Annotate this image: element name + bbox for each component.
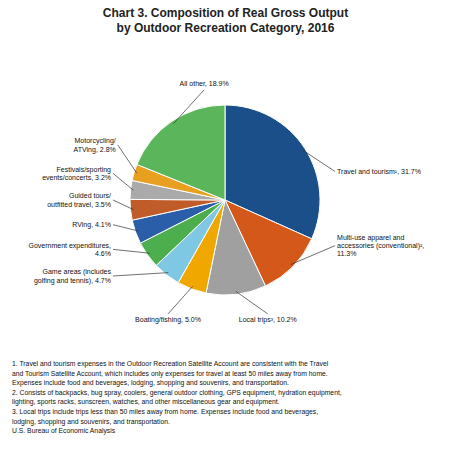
leader-line (168, 286, 193, 314)
slice-label: Travel and tourism¹, 31.7% (337, 168, 421, 175)
footnote: 2. Consists of backpacks, bug spray, coo… (12, 389, 342, 407)
slice-label: Game areas (includesgolfing and tennis),… (34, 268, 112, 284)
slice-label: Multi-use apparel andaccessories (conven… (337, 234, 424, 258)
title: Chart 3. Composition of Real Gross Outpu… (103, 6, 348, 20)
leader-line (118, 145, 137, 173)
leader-line (113, 173, 133, 190)
leader-line (113, 200, 133, 210)
leader-line (291, 246, 335, 265)
chart: Chart 3. Composition of Real Gross Outpu… (0, 0, 451, 451)
footnote: 3. Local trips include trips less than 5… (12, 408, 318, 426)
slice (137, 105, 225, 200)
footnote: U.S. Bureau of Economic Analysis (12, 427, 116, 435)
leader-line (113, 225, 138, 231)
slice-label: Boating/fishing, 5.0% (135, 316, 201, 324)
leader-line (173, 90, 204, 124)
subtitle: by Outdoor Recreation Category, 2016 (117, 21, 335, 35)
slices (130, 105, 320, 295)
labels: Travel and tourism¹, 31.7% Multi-use appa… (29, 80, 425, 324)
slice-label: Guided tours/outfitted travel, 3.5% (47, 192, 111, 207)
slice-label: RVing, 4.1% (72, 221, 111, 229)
slice-label: All other, 18.9% (180, 80, 229, 87)
footnotes: 1. Travel and tourism expenses in the Ou… (12, 360, 342, 435)
slice-label: Festivals/sportingevents/concerts, 3.2% (42, 166, 111, 181)
slice-label: Motorcycling/ATVing, 2.8% (74, 137, 116, 153)
leader-line (302, 150, 335, 172)
slice-label: Government expenditures,4.6% (29, 242, 112, 257)
slice (130, 199, 225, 220)
leader-line (113, 249, 150, 253)
leader-line (236, 291, 268, 313)
footnote: 1. Travel and tourism expenses in the Ou… (12, 360, 329, 387)
slice-label: Local trips³, 10.2% (239, 316, 297, 324)
leader-line (113, 273, 168, 276)
